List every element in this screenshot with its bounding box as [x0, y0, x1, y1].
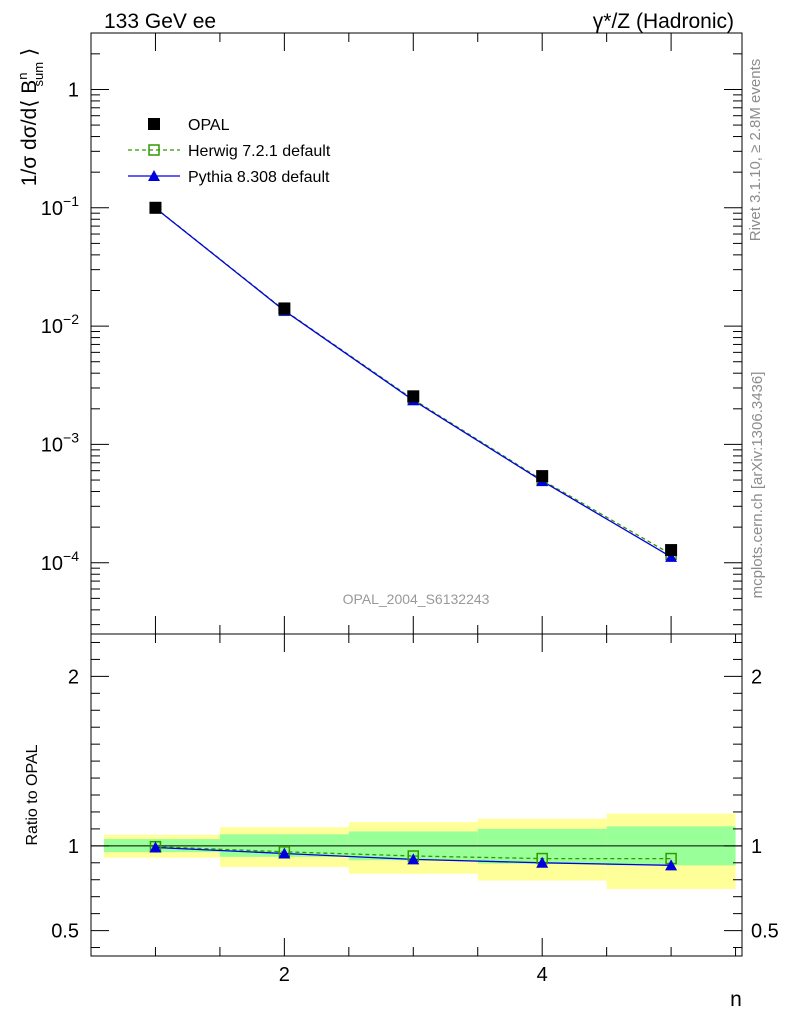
main-opal-point	[665, 544, 678, 557]
main-opal-point	[149, 201, 162, 214]
x-tick-label: 4	[537, 964, 548, 986]
ratio-y-tick-label-left: 0.5	[51, 921, 79, 943]
main-plot-area	[149, 201, 678, 562]
ratio-plot-area	[91, 813, 742, 890]
legend-opal-marker	[148, 118, 160, 130]
main-opal-point	[407, 390, 420, 403]
main-opal-point	[536, 470, 549, 483]
x-axis-label: n	[730, 988, 742, 1011]
main-tick-labels: 1 10−1 10−2 10−3 10−4	[41, 79, 79, 574]
legend-herwig-label: Herwig 7.2.1 default	[188, 143, 331, 160]
ratio-tick-labels: 0.5 0.5 1 1 2 2 2 4	[51, 666, 779, 986]
ratio-panel: 0.5 0.5 1 1 2 2 2 4 Ratio to OPAL n	[24, 633, 779, 1011]
x-tick-label: 2	[279, 964, 290, 986]
main-pythia-point	[665, 550, 678, 562]
main-y-tick-label: 10−2	[41, 311, 79, 338]
legend-opal-label: OPAL	[188, 117, 230, 134]
ratio-herwig-line	[155, 846, 672, 860]
ratio-ticks	[91, 634, 742, 956]
rivet-label: Rivet 3.1.10, ≥ 2.8M events	[747, 59, 764, 242]
ratio-y-tick-label-left: 2	[68, 666, 79, 688]
main-pythia-line	[155, 207, 672, 558]
ratio-y-tick-label-left: 1	[68, 836, 79, 858]
ratio-y-tick-label-right: 1	[751, 836, 762, 858]
ratio-pythia-point	[665, 859, 678, 871]
mcplots-label: mcplots.cern.ch [arXiv:1306.3436]	[749, 372, 766, 599]
ratio-frame	[90, 633, 743, 957]
analysis-id-label: OPAL_2004_S6132243	[343, 591, 490, 607]
legend-pythia-label: Pythia 8.308 default	[188, 169, 330, 186]
legend-herwig-marker	[148, 144, 160, 156]
legend: OPAL Herwig 7.2.1 default Pythia 8.308 def…	[128, 117, 331, 186]
main-y-tick-label: 10−3	[41, 429, 79, 456]
main-opal-point	[278, 302, 291, 315]
main-ticks	[91, 32, 742, 634]
header-right-label-suffix: /Z (Hadronic)	[611, 10, 734, 33]
ratio-pythia-point	[278, 847, 291, 859]
main-y-tick-label: 1	[68, 79, 79, 101]
main-y-tick-label: 10−4	[41, 548, 79, 575]
ratio-pythia-point	[536, 856, 549, 868]
ratio-pythia-point	[149, 841, 162, 853]
main-herwig-line	[155, 207, 672, 555]
ratio-y-tick-label-right: 2	[751, 666, 762, 688]
legend-pythia-marker	[148, 170, 160, 181]
header-right-label-prefix: γ*	[593, 10, 612, 33]
main-y-tick-label: 10−1	[41, 193, 79, 220]
ratio-y-tick-label-right: 0.5	[751, 921, 779, 943]
ratio-y-axis-label: Ratio to OPAL	[24, 744, 41, 845]
header-right-label: γ*/Z (Hadronic)	[593, 10, 734, 33]
header-left-label: 133 GeV ee	[104, 10, 216, 33]
main-panel: 1 10−1 10−2 10−3 10−4 1/σ dσ/d⟨ Bnsum⟩ OPAL_…	[15, 32, 743, 635]
main-y-axis-label: 1/σ dσ/d⟨ Bnsum⟩	[15, 48, 46, 187]
ratio-pythia-point	[407, 853, 420, 865]
